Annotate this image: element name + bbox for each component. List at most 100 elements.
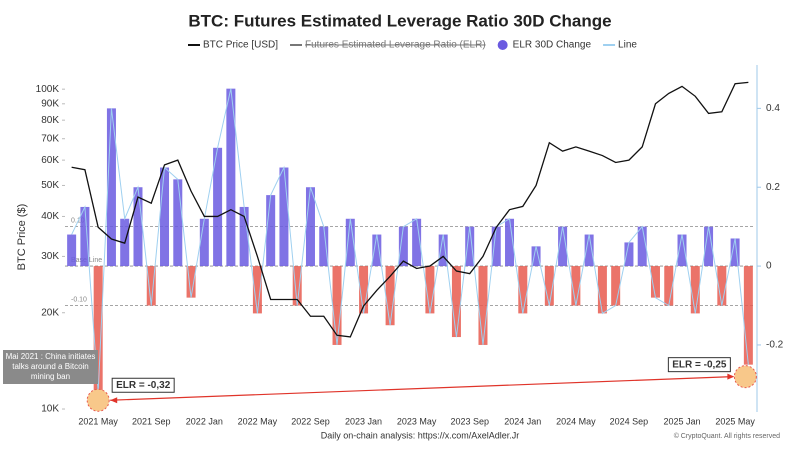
y-tick-label: 10K xyxy=(41,404,59,415)
y-axis-label: BTC Price ($) xyxy=(16,204,28,271)
legend-label[interactable]: BTC Price [USD] xyxy=(203,40,278,51)
footer-link: Daily on-chain analysis: https://x.com/A… xyxy=(321,430,520,440)
elr-bar xyxy=(146,266,156,306)
elr-bar xyxy=(199,218,209,267)
x-tick-label: 2021 Sep xyxy=(132,416,171,426)
legend-label[interactable]: ELR 30D Change xyxy=(513,40,592,51)
elr-bar xyxy=(677,234,687,267)
elr-bar xyxy=(425,266,435,314)
elr-bar xyxy=(743,266,753,365)
elr-bar xyxy=(398,226,408,267)
elr-bar xyxy=(186,266,196,298)
legend-label[interactable]: Line xyxy=(618,40,637,51)
x-tick-label: 2025 May xyxy=(715,416,755,426)
elr-bar xyxy=(252,266,262,314)
x-tick-label: 2024 Sep xyxy=(610,416,649,426)
elr-bar xyxy=(213,147,223,267)
elr-label: ELR = -0,32 xyxy=(116,380,171,391)
elr-bar xyxy=(518,266,528,314)
y-tick-label: 20K xyxy=(41,307,59,318)
elr-bar xyxy=(624,242,634,267)
elr-bar xyxy=(465,226,475,267)
x-tick-label: 2023 May xyxy=(397,416,437,426)
elr-bar xyxy=(239,206,249,267)
x-tick-label: 2021 May xyxy=(78,416,118,426)
elr-bar xyxy=(345,218,355,267)
y2-tick-label: 0.2 xyxy=(766,182,780,193)
highlight-circle xyxy=(733,365,757,389)
x-tick-label: 2024 May xyxy=(556,416,596,426)
legend-label[interactable]: Futures Estimated Leverage Ratio (ELR) xyxy=(305,40,486,51)
x-tick-label: 2023 Sep xyxy=(450,416,489,426)
elr-bar xyxy=(717,266,727,306)
y2-tick-label: -0.2 xyxy=(766,340,784,351)
x-tick-label: 2022 Sep xyxy=(291,416,330,426)
elr-bar xyxy=(531,246,541,267)
elr-bar xyxy=(690,266,700,314)
elr-bar xyxy=(664,266,674,306)
elr-bar xyxy=(451,266,461,338)
y-tick-label: 50K xyxy=(41,180,59,191)
event-note: Mai 2021 : China initiates talks around … xyxy=(3,350,98,384)
x-tick-label: 2024 Jan xyxy=(504,416,541,426)
arrow-head xyxy=(727,373,735,380)
y-tick-label: 40K xyxy=(41,211,59,222)
elr-bar xyxy=(637,226,647,267)
elr-bar xyxy=(173,179,183,267)
arrow-head xyxy=(110,397,118,404)
highlight-circle xyxy=(86,388,110,412)
elr-bar xyxy=(226,88,236,267)
elr-bar xyxy=(412,218,422,267)
footer-copyright: © CryptoQuant. All rights reserved xyxy=(674,432,780,440)
elr-bar xyxy=(292,266,302,306)
elr-bar xyxy=(319,226,329,267)
arrow xyxy=(110,376,733,401)
elr-bar xyxy=(584,234,594,267)
elr-bar xyxy=(611,266,621,306)
legend-marker xyxy=(497,40,508,50)
elr-bar xyxy=(372,234,382,267)
btc-price-line xyxy=(71,81,749,338)
y2-tick-label: 0.4 xyxy=(766,103,780,114)
elr-bar xyxy=(106,108,116,267)
y-tick-label: 70K xyxy=(41,133,59,144)
elr-bar xyxy=(571,266,581,306)
elr-bar xyxy=(478,266,488,345)
elr-bar xyxy=(359,266,369,314)
x-tick-label: 2025 Jan xyxy=(663,416,700,426)
elr-bar xyxy=(491,226,501,267)
elr-bar xyxy=(650,266,660,298)
x-tick-label: 2023 Jan xyxy=(345,416,382,426)
elr-bar xyxy=(597,266,607,314)
elr-bar xyxy=(558,226,568,267)
elr-bar xyxy=(332,266,342,345)
elr-bar xyxy=(438,234,448,267)
y-tick-label: 80K xyxy=(41,115,59,126)
reference-label: -0.10 xyxy=(71,296,87,303)
elr-bar xyxy=(305,187,315,267)
label-box xyxy=(667,357,731,373)
elr-bar xyxy=(544,266,554,306)
elr-bar xyxy=(160,167,170,267)
elr-bar xyxy=(704,226,714,267)
elr-line xyxy=(71,88,749,393)
y-tick-label: 60K xyxy=(41,155,59,166)
elr-label: ELR = -0,25 xyxy=(672,359,727,370)
y-tick-label: 30K xyxy=(41,251,59,262)
y-tick-label: 100K xyxy=(36,84,60,95)
elr-bar xyxy=(730,238,740,267)
chart-title: BTC: Futures Estimated Leverage Ratio 30… xyxy=(188,11,611,30)
elr-bar xyxy=(385,266,395,326)
label-box xyxy=(111,377,175,393)
elr-bar xyxy=(80,206,90,267)
elr-bar xyxy=(279,167,289,267)
elr-bar xyxy=(266,195,276,267)
elr-bar xyxy=(93,266,103,393)
x-tick-label: 2022 Jan xyxy=(186,416,223,426)
y2-tick-label: 0 xyxy=(766,261,772,272)
y-tick-label: 90K xyxy=(41,98,59,109)
elr-bar xyxy=(133,187,143,267)
elr-bar xyxy=(505,218,515,267)
